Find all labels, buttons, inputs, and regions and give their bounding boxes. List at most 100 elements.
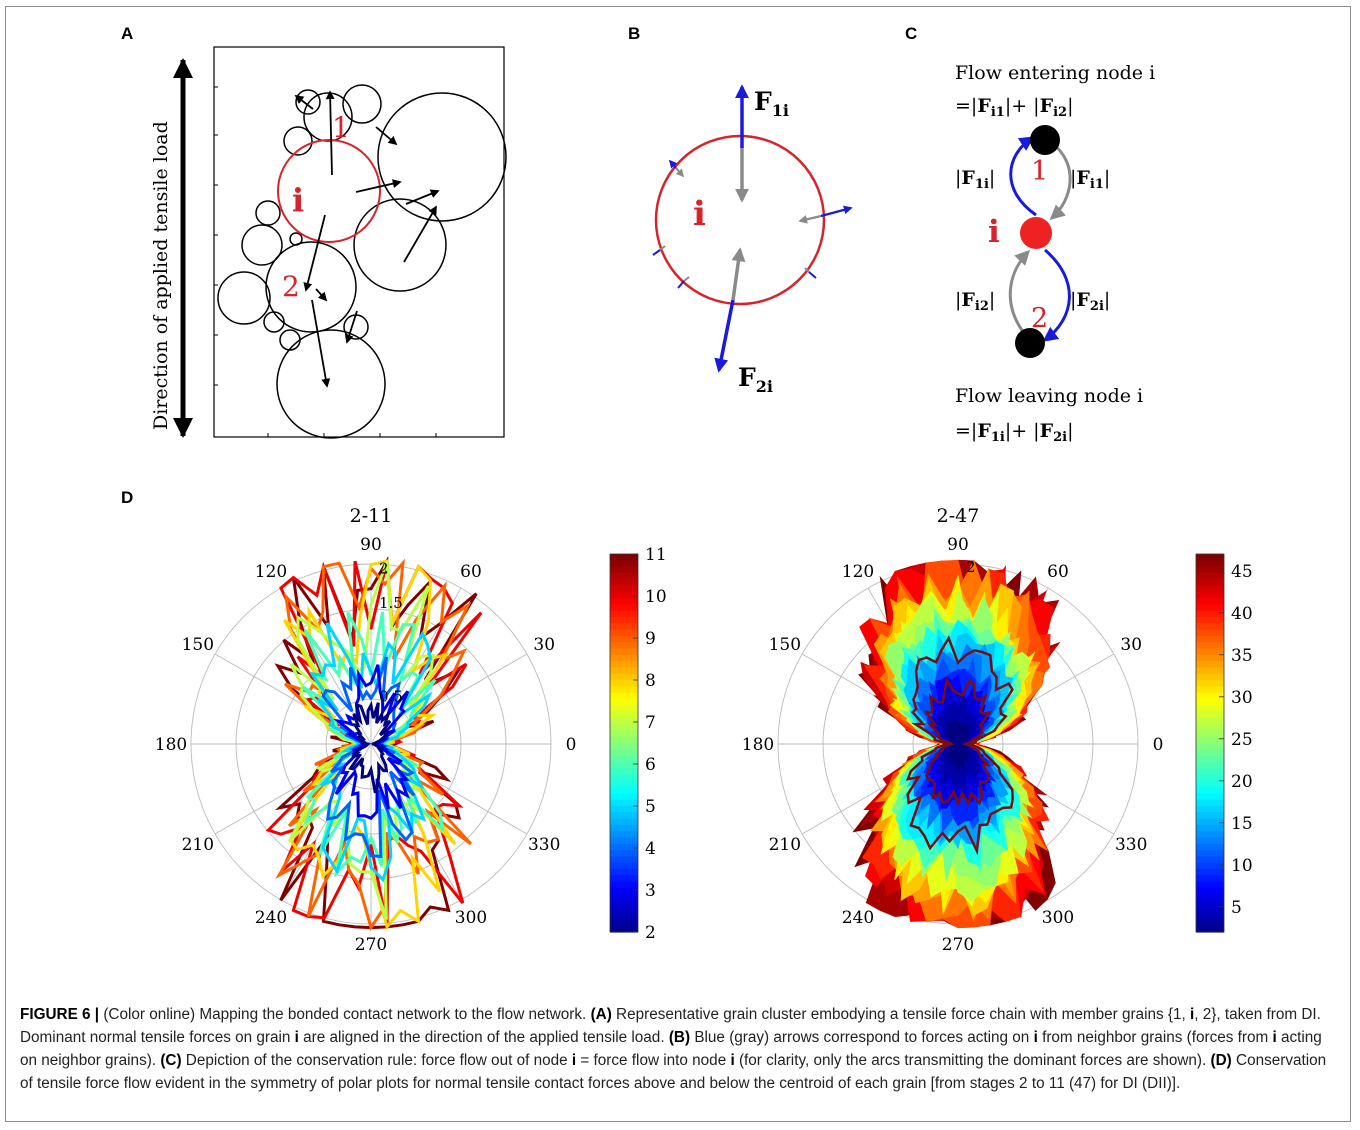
- polar-radial-label: 1.5: [379, 594, 403, 612]
- polar-angle-label: 0: [1153, 735, 1164, 755]
- colorbar-segment: [1196, 717, 1224, 725]
- colorbar-segment: [1196, 610, 1224, 618]
- panel-label-b: B: [628, 24, 641, 43]
- polar-title: 2-47: [937, 505, 980, 527]
- colorbar-segment: [610, 736, 638, 744]
- colorbar-segment: [1196, 598, 1224, 605]
- colorbar-segment: [1196, 623, 1224, 631]
- colorbar-segment: [1196, 900, 1224, 908]
- colorbar-segment: [1196, 856, 1224, 864]
- colorbar-segment: [1196, 724, 1224, 731]
- polar-angle-label: 90: [360, 535, 382, 555]
- colorbar-segment: [610, 661, 638, 668]
- colorbar-segment: [610, 925, 638, 933]
- colorbar-segment: [1196, 925, 1224, 933]
- node-1: [1030, 125, 1060, 155]
- colorbar-segment: [1196, 881, 1224, 889]
- colorbar-segment: [610, 724, 638, 731]
- colorbar-segment: [610, 887, 638, 895]
- colorbar-segment: [1196, 554, 1224, 561]
- panel-label-d: D: [121, 488, 134, 507]
- colorbar-segment: [610, 913, 638, 920]
- polar-angle-label: 180: [155, 735, 187, 755]
- colorbar-segment: [1196, 730, 1224, 738]
- colorbar-segment: [1196, 894, 1224, 902]
- colorbar-segment: [610, 617, 638, 624]
- colorbar-segment: [1196, 806, 1224, 813]
- grain-i-circle: [654, 134, 826, 306]
- polar-angle-label: 270: [942, 935, 974, 955]
- colorbar-segment: [610, 610, 638, 618]
- colorbar-segment: [1196, 711, 1224, 719]
- colorbar-segment: [610, 831, 638, 839]
- colorbar-segment: [610, 906, 638, 914]
- colorbar-tick-label: 2: [645, 923, 656, 943]
- edge-label-fi1: |Fi1|: [1070, 167, 1110, 192]
- colorbar-segment: [610, 749, 638, 757]
- cluster-box: [213, 46, 505, 438]
- colorbar-segment: [610, 673, 638, 681]
- colorbar-segment: [610, 572, 638, 580]
- polar-chart-2-47: 2-47030609012015018021024027030033025101…: [742, 505, 1253, 955]
- colorbar-segment: [1196, 591, 1224, 599]
- polar-radial-label: 0.5: [379, 687, 403, 705]
- colorbar-segment: [610, 730, 638, 738]
- polar-angle-label: 300: [1042, 908, 1074, 928]
- colorbar-segment: [610, 900, 638, 908]
- polar-radial-label: 2: [379, 560, 389, 578]
- colorbar-segment: [610, 635, 638, 643]
- colorbar-segment: [610, 654, 638, 662]
- colorbar-segment: [1196, 837, 1224, 845]
- load-direction-label: Direction of applied tensile load: [150, 121, 172, 430]
- colorbar-segment: [1196, 799, 1224, 807]
- figure-caption: FIGURE 6 | (Color online) Mapping the bo…: [20, 1006, 1327, 1092]
- colorbar-segment: [1196, 831, 1224, 839]
- node-i: [1020, 217, 1052, 249]
- colorbar-segment: [1196, 850, 1224, 857]
- colorbar-segment: [610, 824, 638, 832]
- polar-angle-label: 180: [742, 735, 774, 755]
- polar-angle-label: 240: [842, 908, 874, 928]
- force-label-f1i: F1i: [754, 87, 789, 120]
- colorbar-segment: [1196, 869, 1224, 876]
- colorbar-segment: [610, 787, 638, 794]
- colorbar-segment: [1196, 887, 1224, 895]
- panel-a-grain-cluster: Direction of applied tensile load: [150, 46, 507, 439]
- colorbar-segment: [610, 698, 638, 706]
- colorbar-segment: [610, 598, 638, 605]
- colorbar-segment: [1196, 617, 1224, 624]
- colorbar-segment: [1196, 585, 1224, 593]
- colorbar-segment: [610, 585, 638, 593]
- flow-leaving-formula: =|F1i|+ |F2i|: [955, 420, 1073, 445]
- colorbar-segment: [1196, 604, 1224, 612]
- colorbar-segment: [610, 843, 638, 851]
- colorbar-segment: [1196, 780, 1224, 788]
- colorbar-segment: [1196, 875, 1224, 883]
- polar-angle-label: 150: [769, 635, 801, 655]
- colorbar-tick-label: 15: [1231, 814, 1253, 834]
- colorbar-tick-label: 10: [645, 587, 667, 607]
- colorbar-tick-label: 45: [1231, 562, 1253, 582]
- node-2: [1015, 328, 1045, 358]
- colorbar-segment: [1196, 919, 1224, 927]
- polar-angle-label: 330: [1115, 835, 1147, 855]
- colorbar-tick-label: 25: [1231, 730, 1253, 750]
- colorbar-segment: [610, 591, 638, 599]
- colorbar-tick-label: 9: [645, 629, 656, 649]
- colorbar-segment: [610, 856, 638, 864]
- colorbar-segment: [1196, 642, 1224, 650]
- colorbar-segment: [610, 642, 638, 650]
- colorbar-segment: [610, 755, 638, 763]
- colorbar-segment: [1196, 824, 1224, 832]
- colorbar-segment: [610, 837, 638, 845]
- colorbar-segment: [610, 881, 638, 889]
- grain-i: [277, 139, 381, 243]
- colorbar-tick-label: 40: [1231, 604, 1253, 624]
- colorbar-segment: [1196, 761, 1224, 769]
- colorbar-tick-label: 5: [645, 797, 656, 817]
- colorbar-segment: [1196, 572, 1224, 580]
- colorbar-segment: [610, 743, 638, 750]
- flow-leaving-label: Flow leaving node i: [955, 385, 1143, 407]
- colorbar-tick-label: 3: [645, 881, 656, 901]
- flow-entering-formula: =|Fi1|+ |Fi2|: [955, 95, 1073, 120]
